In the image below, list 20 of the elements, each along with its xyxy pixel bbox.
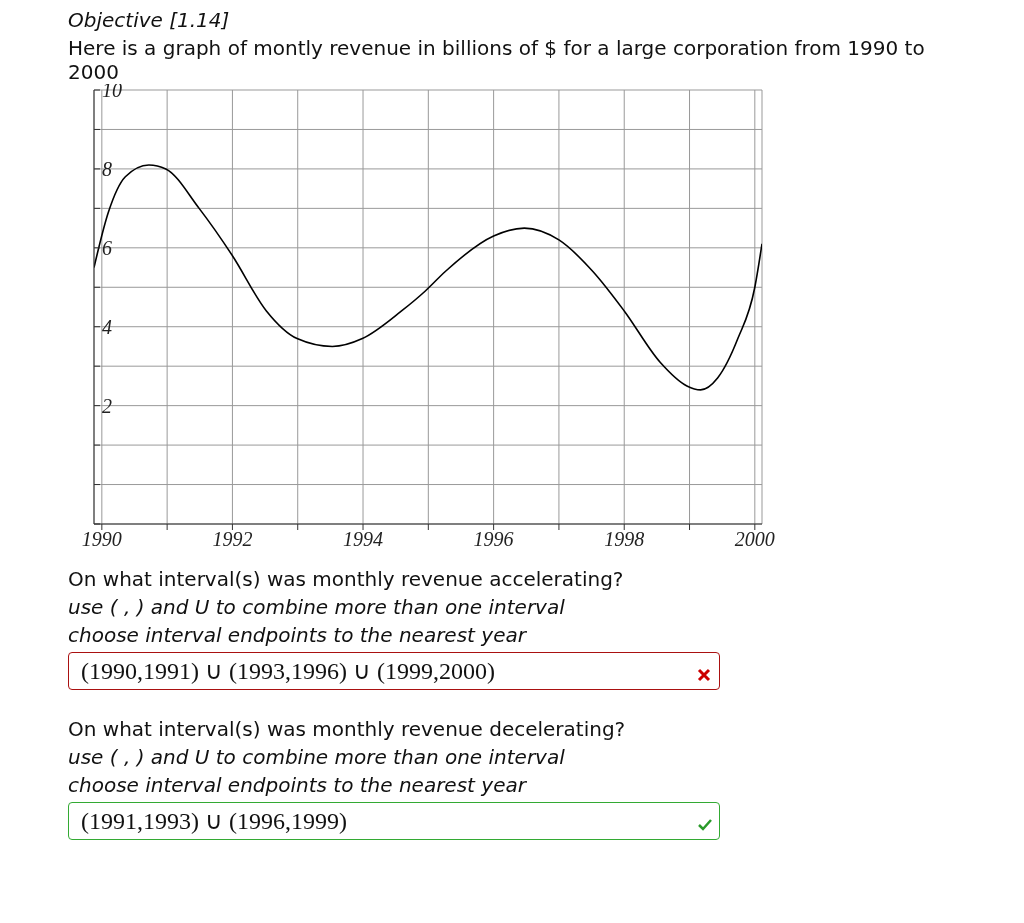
line-series — [94, 164, 762, 391]
y-tick-label: 8 — [102, 158, 112, 181]
text: On what interval(s) was monthly revenue decelerating? — [68, 716, 627, 742]
x-tick-label: 2000 — [734, 528, 775, 551]
x-tick-label: 1998 — [604, 528, 645, 551]
x-tick-label: 1996 — [473, 528, 514, 551]
y-tick-label: 4 — [102, 315, 112, 338]
text: choose interval endpoints to the nearest year — [68, 772, 528, 798]
x-tick-label: 1992 — [212, 528, 253, 551]
y-tick-label: 2 — [102, 394, 112, 417]
x-tick-label: 1990 — [81, 528, 122, 551]
text: choose interval endpoints to the nearest year — [68, 622, 528, 648]
text: (1991,1993) ∪ (1996,1999) — [81, 808, 347, 834]
text: (1990,1991) ∪ (1993,1996) ∪ (1999,2000) — [81, 658, 495, 684]
chart-title: Objective [1.14] — [68, 8, 231, 32]
y-tick-label: 6 — [102, 236, 112, 259]
text: use ( , ) and U to combine more than one interval — [68, 744, 566, 770]
text: On what interval(s) was monthly revenue accelerating? — [68, 566, 625, 592]
x-tick-label: 1994 — [343, 528, 384, 551]
text: use ( , ) and U to combine more than one interval — [68, 594, 566, 620]
